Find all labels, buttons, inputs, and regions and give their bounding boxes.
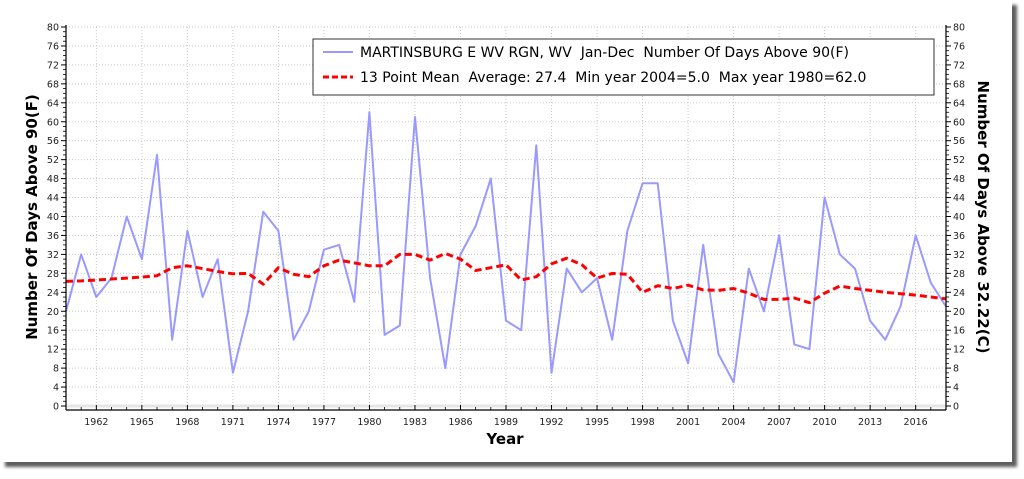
x-tick-label: 1962 bbox=[84, 417, 108, 428]
y-tick-label-left: 40 bbox=[47, 212, 59, 223]
x-tick-label: 1968 bbox=[175, 417, 199, 428]
y-tick-label-left: 24 bbox=[47, 288, 59, 299]
x-tick-label: 1965 bbox=[130, 417, 154, 428]
y-tick-label-left: 20 bbox=[47, 307, 59, 318]
y-tick-label-left: 64 bbox=[47, 98, 59, 109]
x-tick-label: 2007 bbox=[767, 417, 791, 428]
y-tick-label-right: 60 bbox=[953, 117, 965, 128]
y-tick-label-right: 4 bbox=[953, 383, 959, 394]
y-tick-label-left: 32 bbox=[47, 250, 59, 261]
x-tick-label: 1974 bbox=[266, 417, 290, 428]
y-tick-label-left: 56 bbox=[47, 136, 59, 147]
x-tick-label: 2013 bbox=[858, 417, 882, 428]
y-tick-label-right: 64 bbox=[953, 98, 965, 109]
x-axis-title: Year bbox=[485, 430, 524, 448]
y-tick-label-left: 60 bbox=[47, 117, 59, 128]
series-layer bbox=[65, 111, 947, 384]
x-tick-label: 2004 bbox=[721, 417, 745, 428]
y-tick-label-left: 80 bbox=[47, 23, 59, 34]
y-tick-label-right: 12 bbox=[953, 345, 965, 356]
y-tick-label-left: 4 bbox=[53, 383, 59, 394]
y-tick-label-left: 52 bbox=[47, 155, 59, 166]
y-tick-label-right: 32 bbox=[953, 250, 965, 261]
series-line-station bbox=[65, 111, 947, 384]
y-tick-label-left: 0 bbox=[53, 402, 59, 413]
y-tick-label-left: 68 bbox=[47, 79, 59, 90]
chart: 048121620242832364044485256606468727680 … bbox=[23, 23, 992, 449]
y-tick-label-right: 44 bbox=[953, 193, 965, 204]
y-tick-label-right: 76 bbox=[953, 41, 965, 52]
x-tick-label: 1995 bbox=[585, 417, 609, 428]
x-ticks: 1962 1965 1968 1971 1974 1977 1980 1983 1986 1989… bbox=[65, 405, 947, 428]
y-tick-label-right: 16 bbox=[953, 326, 965, 337]
x-tick-label: 1971 bbox=[221, 417, 245, 428]
y-tick-label-right: 28 bbox=[953, 269, 965, 280]
x-tick-label: 2016 bbox=[904, 417, 928, 428]
y-tick-label-right: 36 bbox=[953, 231, 965, 242]
x-tick-label: 1977 bbox=[312, 417, 336, 428]
x-tick-label: 2001 bbox=[676, 417, 700, 428]
legend-box bbox=[312, 38, 935, 96]
y-axis-title-right: Number Of Days Above 32.22(C) bbox=[974, 81, 992, 354]
y-tick-label-left: 12 bbox=[47, 345, 59, 356]
y-tick-label-left: 44 bbox=[47, 193, 59, 204]
y-tick-label-right: 68 bbox=[953, 79, 965, 90]
x-tick-label: 1998 bbox=[630, 417, 654, 428]
y-tick-label-left: 48 bbox=[47, 174, 59, 185]
y-tick-label-right: 52 bbox=[953, 155, 965, 166]
y-tick-label-right: 48 bbox=[953, 174, 965, 185]
x-tick-label: 1980 bbox=[357, 417, 381, 428]
y-tick-label-right: 0 bbox=[953, 402, 959, 413]
y-tick-label-right: 40 bbox=[953, 212, 965, 223]
y-tick-label-right: 24 bbox=[953, 288, 965, 299]
y-tick-label-left: 76 bbox=[47, 41, 59, 52]
legend-label-station: MARTINSBURG E WV RGN, WV Jan-Dec Number … bbox=[360, 45, 849, 61]
y-tick-label-right: 8 bbox=[953, 364, 959, 375]
y-tick-label-left: 72 bbox=[47, 60, 59, 71]
x-tick-label: 1986 bbox=[448, 417, 472, 428]
x-tick-label: 2010 bbox=[813, 417, 837, 428]
y-tick-label-right: 20 bbox=[953, 307, 965, 318]
y-tick-label-left: 16 bbox=[47, 326, 59, 337]
legend-label-mean: 13 Point Mean Average: 27.4 Min year 200… bbox=[360, 70, 866, 86]
chart-card: 0 4 8 12 16 20 24 28 32 36 40 44 48 52 56 60 64 68 72 76 80 … bbox=[23, 22, 992, 449]
y-tick-label-left: 8 bbox=[53, 364, 59, 375]
x-tick-label: 1983 bbox=[403, 417, 427, 428]
legend: MARTINSBURG E WV RGN, WV Jan-Dec Number … bbox=[312, 38, 935, 96]
y-tick-label-left: 36 bbox=[47, 231, 59, 242]
y-tick-label-left: 28 bbox=[47, 269, 59, 280]
y-tick-label-right: 56 bbox=[953, 136, 965, 147]
y-axis-title-left: Number Of Days Above 90(F) bbox=[23, 94, 41, 340]
y-tick-label-right: 80 bbox=[953, 23, 965, 34]
series-line-13pt-mean bbox=[65, 252, 947, 305]
x-tick-label: 1992 bbox=[539, 417, 563, 428]
x-tick-label: 1989 bbox=[494, 417, 518, 428]
y-tick-label-right: 72 bbox=[953, 60, 965, 71]
